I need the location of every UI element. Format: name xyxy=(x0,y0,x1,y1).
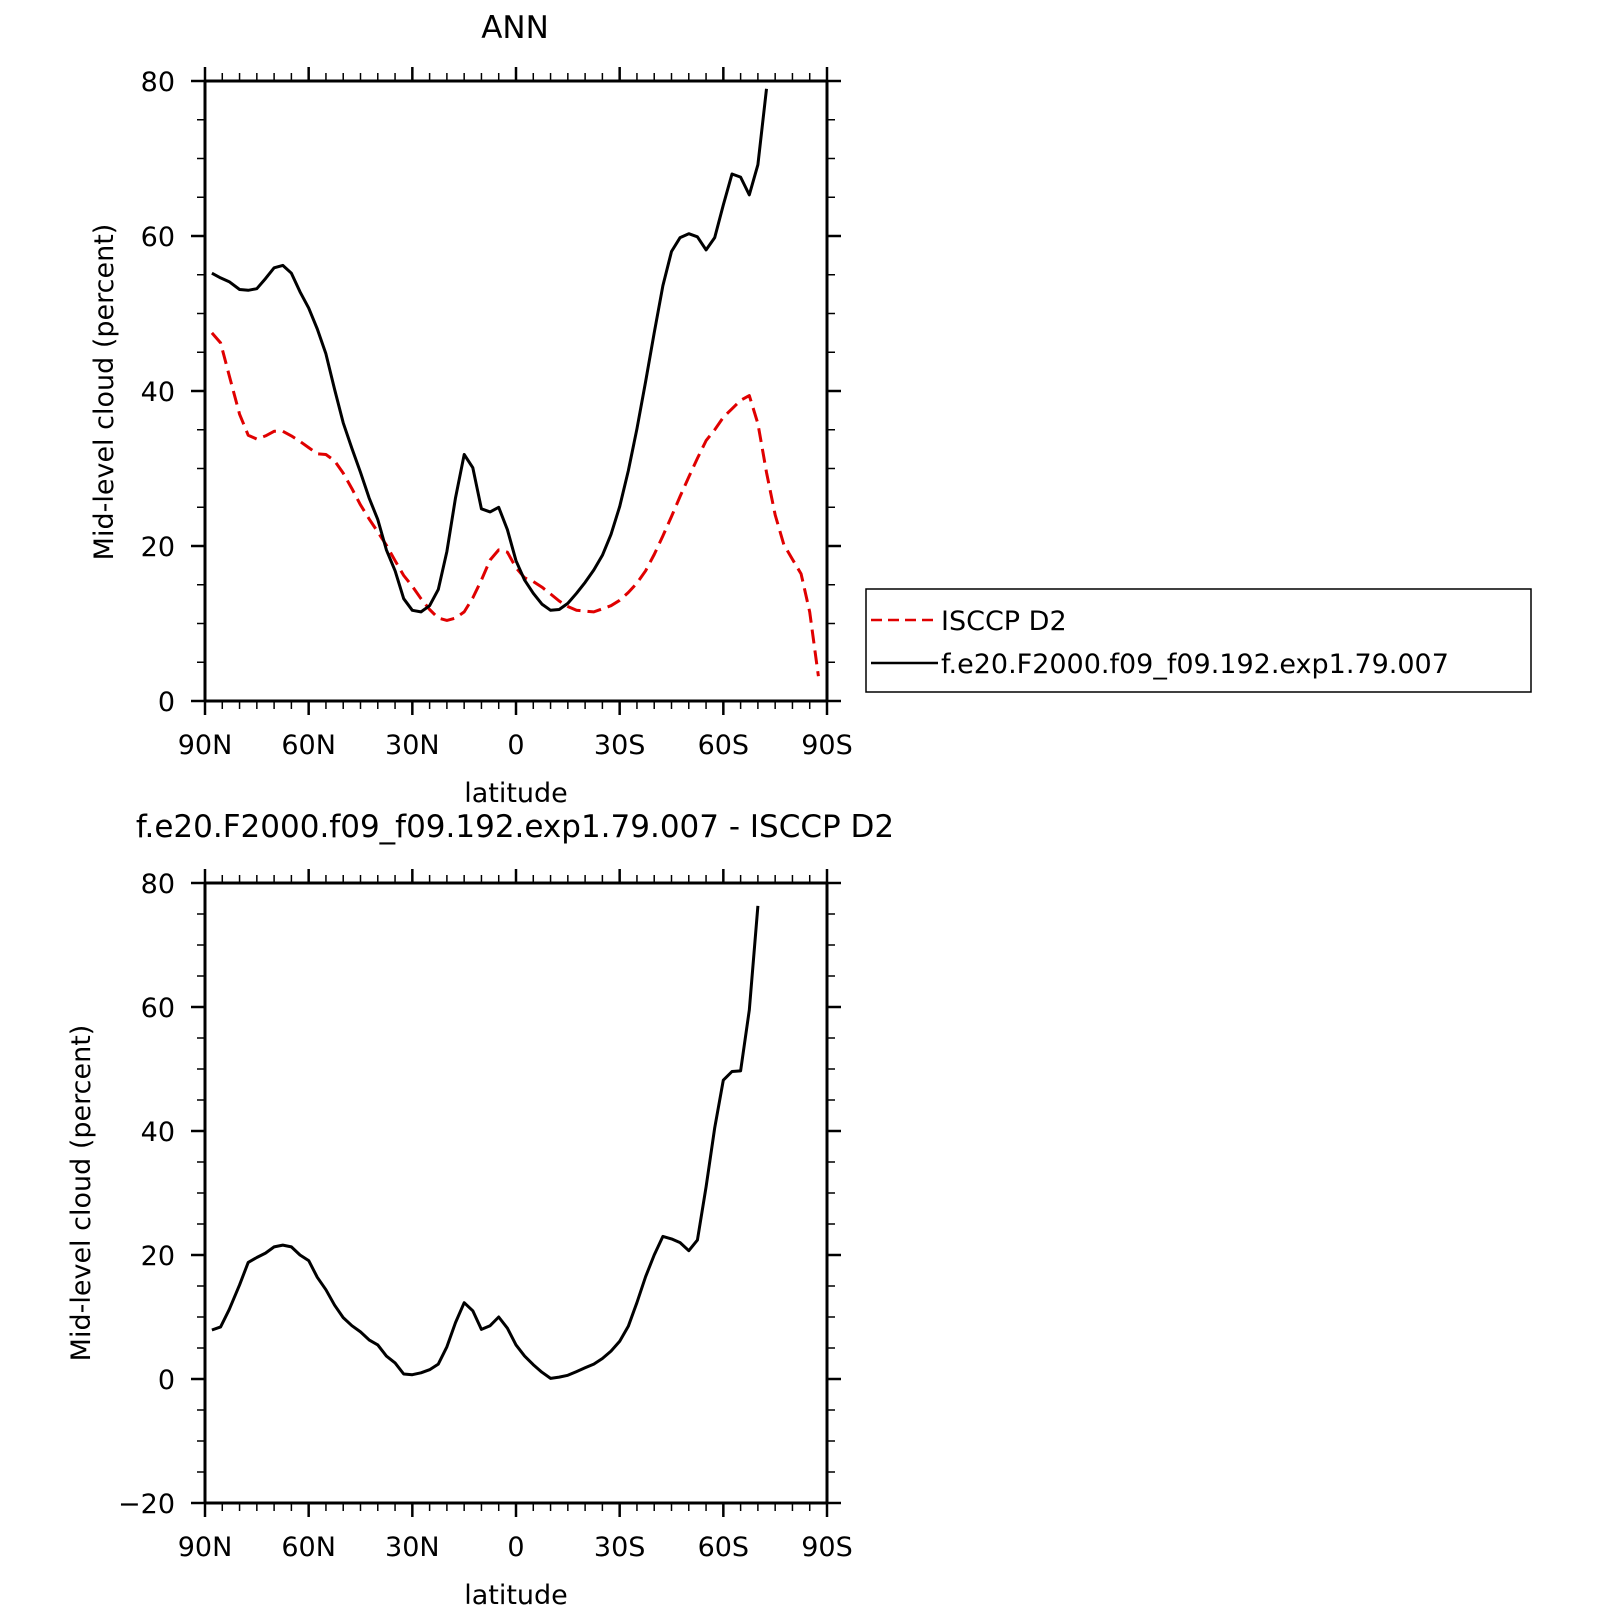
y-axis-label: Mid-level cloud (percent) xyxy=(89,224,120,561)
x-tick-label: 0 xyxy=(507,730,524,761)
y-tick-label: 60 xyxy=(141,993,175,1024)
x-tick-labels: 90N 60N 30N 0 30S 60S 90S xyxy=(178,1532,853,1563)
x-tick-label: 60N xyxy=(281,730,336,761)
tick-marks xyxy=(191,869,841,1517)
annual-mean-panel: ANN 90N 60N 30N 0 30S 60S 90S 0 20 40 60 80 latitu… xyxy=(89,10,1532,809)
legend-label-isccp: ISCCP D2 xyxy=(941,606,1067,637)
x-tick-label: 60S xyxy=(698,1532,750,1563)
x-axis-label: latitude xyxy=(464,1580,568,1608)
y-tick-label: 20 xyxy=(141,1241,175,1272)
x-axis-label: latitude xyxy=(464,778,568,809)
x-tick-label: 90S xyxy=(801,1532,853,1563)
series-line-0 xyxy=(211,905,760,1380)
x-tick-label: 90N xyxy=(178,730,233,761)
panel-title: f.e20.F2000.f09_f09.192.exp1.79.007 - IS… xyxy=(136,809,894,845)
x-tick-label: 60N xyxy=(281,1532,336,1563)
plot-frame xyxy=(203,881,829,1505)
y-tick-label: 60 xyxy=(141,222,175,253)
y-tick-label: 40 xyxy=(141,1117,175,1148)
series-line-1 xyxy=(211,88,768,614)
legend: ISCCP D2 f.e20.F2000.f09_f09.192.exp1.79… xyxy=(865,588,1532,693)
x-tick-label: 60S xyxy=(698,730,750,761)
series-line-0 xyxy=(210,331,820,677)
x-tick-label: 30N xyxy=(385,730,440,761)
x-tick-label: 90S xyxy=(801,730,853,761)
series-lines xyxy=(210,88,820,677)
y-tick-label: 80 xyxy=(141,67,175,98)
x-tick-label: 30S xyxy=(594,1532,646,1563)
y-axis-label: Mid-level cloud (percent) xyxy=(66,1025,97,1362)
y-tick-label: 80 xyxy=(141,869,175,900)
y-tick-label: −20 xyxy=(118,1489,175,1520)
tick-marks xyxy=(191,67,841,715)
y-tick-label: 40 xyxy=(141,377,175,408)
legend-label-model: f.e20.F2000.f09_f09.192.exp1.79.007 xyxy=(941,649,1449,680)
x-tick-labels: 90N 60N 30N 0 30S 60S 90S xyxy=(178,730,853,761)
panel-title: ANN xyxy=(481,10,549,46)
x-tick-label: 30N xyxy=(385,1532,440,1563)
x-tick-label: 0 xyxy=(507,1532,524,1563)
difference-panel: f.e20.F2000.f09_f09.192.exp1.79.007 - IS… xyxy=(66,809,894,1608)
y-tick-labels: 0 20 40 60 80 xyxy=(141,67,175,718)
legend-box xyxy=(865,588,1532,693)
y-tick-label: 0 xyxy=(158,687,175,718)
y-tick-labels: −20 0 20 40 60 80 xyxy=(118,869,175,1520)
y-tick-label: 20 xyxy=(141,532,175,563)
y-tick-label: 0 xyxy=(158,1365,175,1396)
x-tick-label: 90N xyxy=(178,1532,233,1563)
series-lines xyxy=(211,905,760,1380)
x-tick-label: 30S xyxy=(594,730,646,761)
